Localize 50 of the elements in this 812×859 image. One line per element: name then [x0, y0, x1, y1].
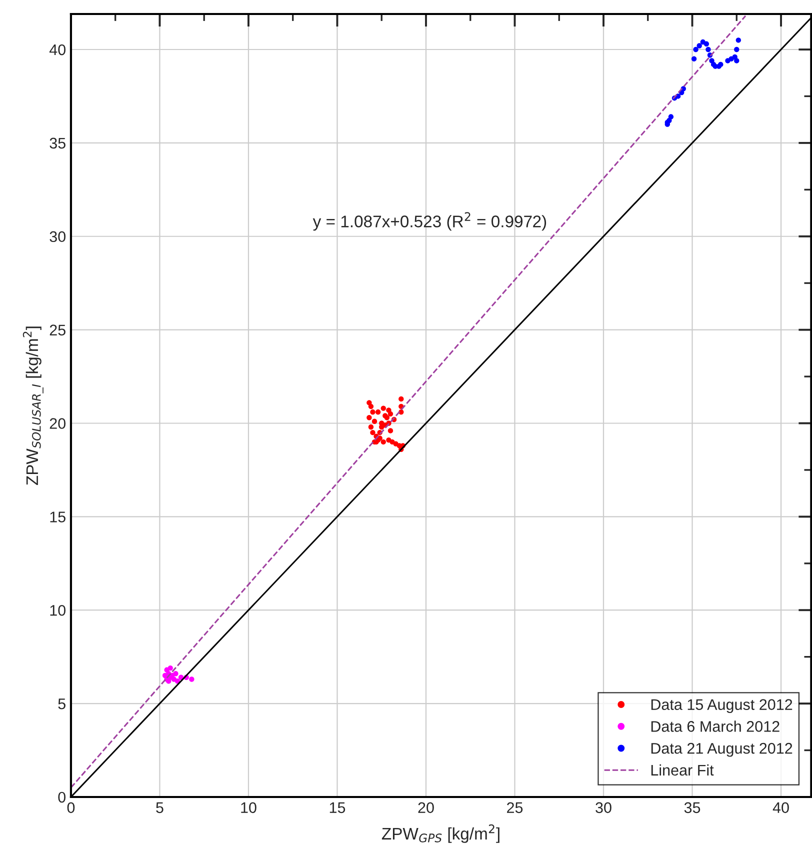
point — [372, 418, 378, 424]
point — [370, 430, 376, 436]
point — [398, 396, 404, 402]
point — [388, 428, 394, 434]
point — [668, 114, 674, 120]
point — [380, 439, 386, 445]
y-tick-label: 0 — [58, 792, 66, 803]
point — [366, 415, 372, 420]
point — [380, 406, 386, 411]
legend-label: Data 21 August 2012 — [651, 742, 792, 757]
y-tick-label: 35 — [50, 138, 66, 149]
x-tick-label: 15 — [330, 802, 346, 814]
point — [709, 58, 714, 64]
x-axis-title: ZPW$_{GPS}$ [kg/m$^{2}$] — [382, 824, 500, 843]
point — [368, 404, 374, 410]
point — [368, 424, 374, 430]
x-tick-label: 0 — [67, 802, 75, 814]
legend-label: Linear Fit — [651, 764, 714, 776]
x-tick-label: 10 — [241, 802, 256, 814]
y-tick-label: 15 — [50, 512, 66, 522]
x-tick-label: 30 — [596, 802, 612, 814]
y-axis-title: ZPW$_{SOLUSAR_I}$ [kg/m$^{2}$] — [22, 326, 44, 486]
y-tick-label: 40 — [49, 44, 66, 56]
y-tick-label: 25 — [50, 324, 66, 336]
y-tick-label: 30 — [50, 231, 66, 242]
x-tick-label: 25 — [507, 802, 523, 814]
point — [168, 665, 173, 671]
x-tick-label: 20 — [418, 802, 434, 814]
point — [370, 409, 376, 415]
point — [704, 41, 710, 46]
point — [189, 676, 194, 682]
point — [696, 43, 702, 48]
point — [375, 409, 381, 415]
point — [693, 46, 698, 52]
point — [736, 38, 742, 43]
x-tick-label: 35 — [684, 802, 700, 814]
x-tick-label: 40 — [772, 802, 789, 814]
y-tick-label: 10 — [50, 604, 66, 616]
legend-label: Data 6 March 2012 — [651, 720, 780, 732]
point — [734, 58, 740, 64]
y-tick-label: 20 — [50, 418, 66, 429]
point — [388, 411, 394, 416]
annotation: y = 1.087x+0.523 (R$^{2}$ = 0.9972) — [312, 212, 546, 231]
x-tick-label: 5 — [156, 802, 164, 814]
y-tick-label: 5 — [58, 698, 66, 710]
point — [734, 46, 740, 52]
point — [691, 56, 697, 62]
point — [706, 46, 711, 52]
point — [173, 671, 178, 676]
legend-label: Data 15 August 2012 — [651, 699, 792, 714]
